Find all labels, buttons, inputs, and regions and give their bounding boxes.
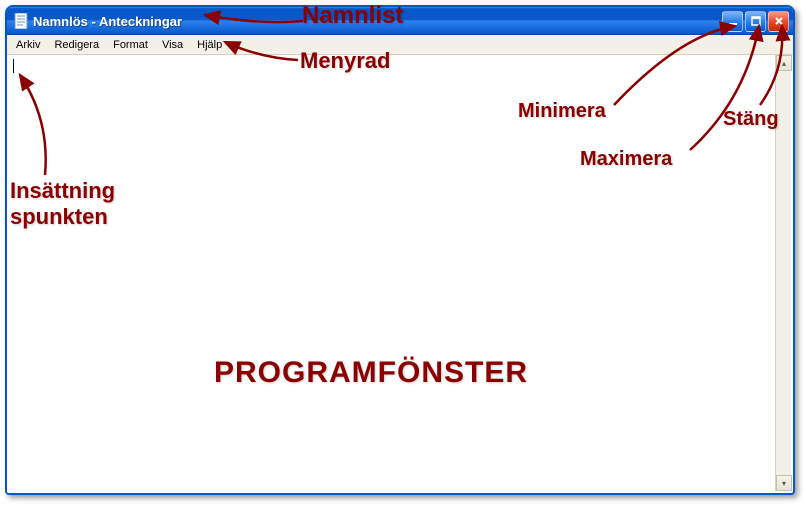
menubar: Arkiv Redigera Format Visa Hjälp	[7, 35, 793, 55]
menu-format[interactable]: Format	[106, 37, 155, 53]
notepad-window: Namnlös - Anteckningar Arkiv Redigera Fo…	[5, 5, 795, 495]
text-cursor	[13, 59, 14, 73]
close-button[interactable]	[768, 11, 789, 32]
window-control-buttons	[722, 11, 789, 32]
menu-redigera[interactable]: Redigera	[47, 37, 106, 53]
menu-visa[interactable]: Visa	[155, 37, 190, 53]
minimize-button[interactable]	[722, 11, 743, 32]
text-area[interactable]	[7, 55, 775, 493]
maximize-button[interactable]	[745, 11, 766, 32]
vertical-scrollbar[interactable]: ▴ ▾	[775, 55, 791, 491]
menu-arkiv[interactable]: Arkiv	[9, 37, 47, 53]
scroll-down-button[interactable]: ▾	[776, 475, 792, 491]
scroll-up-button[interactable]: ▴	[776, 55, 792, 71]
notepad-icon	[13, 13, 29, 29]
titlebar[interactable]: Namnlös - Anteckningar	[7, 7, 793, 35]
window-title: Namnlös - Anteckningar	[33, 14, 722, 29]
menu-hjalp[interactable]: Hjälp	[190, 37, 229, 53]
